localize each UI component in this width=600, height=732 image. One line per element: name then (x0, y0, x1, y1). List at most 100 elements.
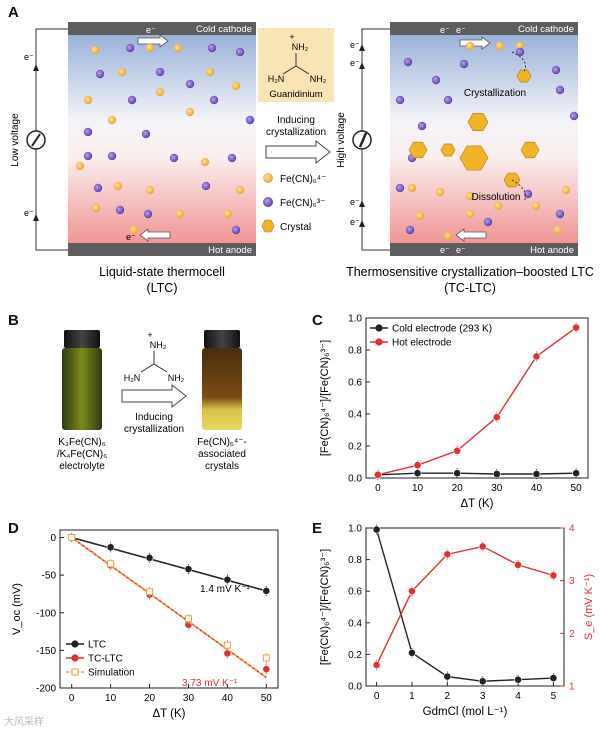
series-line (375, 545, 554, 666)
tc-arrow-hot (455, 228, 487, 242)
x-tick-label: 5 (551, 691, 557, 702)
ltc-fe4-ion (91, 203, 101, 213)
ltc-caption-1: Liquid-state thermocell (99, 265, 225, 279)
x-tick-label: 0 (69, 693, 75, 704)
tc-cold-label: Cold cathode (518, 24, 574, 35)
ltc-cold-electrode (68, 22, 256, 35)
data-point (532, 352, 541, 361)
y-tick-label: 0.6 (348, 587, 362, 598)
tc-crystal (467, 113, 489, 131)
x-tick-label: 20 (144, 693, 156, 704)
tc-arrow-up-2 (359, 62, 365, 69)
ltc-fe3-ion (115, 205, 125, 215)
data-point (145, 553, 154, 562)
data-point (453, 446, 462, 455)
fit-line (71, 536, 267, 592)
ltc-fe4-ion (113, 181, 123, 191)
fit-line (71, 536, 267, 679)
ltc-hot-electrode (68, 243, 256, 256)
data-point (373, 470, 382, 479)
data-point (453, 469, 462, 478)
tc-electron-8: e⁻ (456, 245, 466, 255)
tc-fe3-ion (395, 183, 405, 193)
ltc-particles (75, 43, 255, 235)
x-axis-label: ΔT (K) (460, 498, 493, 510)
data-point (572, 469, 581, 478)
data-point (223, 575, 232, 584)
tc-fe3-ion (523, 189, 533, 199)
tc-fe3-ion (395, 95, 405, 105)
x-tick-label: 40 (222, 693, 234, 704)
data-point (478, 542, 487, 551)
x-tick-label: 30 (183, 693, 195, 704)
tc-fe3-ion (555, 209, 565, 219)
legend-marker (71, 668, 79, 676)
plot-frame (365, 527, 565, 687)
y-tick-label: 0.8 (348, 346, 362, 357)
data-point (106, 543, 115, 552)
panel-b-letter: B (8, 312, 19, 329)
tc-caption-2: (TC-LTC) (444, 281, 496, 295)
ltc-fe4-ion (145, 185, 155, 195)
data-point (408, 648, 416, 657)
legend-marker (71, 640, 79, 648)
ltc-voltmeter-needle (31, 133, 41, 147)
a-inducing-line2: crystallization (266, 127, 326, 138)
data-point (68, 534, 76, 542)
tc-particles (395, 41, 579, 241)
data-point (372, 525, 381, 534)
data-point (372, 661, 381, 669)
data-point (413, 469, 422, 478)
guanidinium-bond-2 (282, 65, 297, 75)
ltc-electron-2: e⁻ (24, 208, 34, 218)
tc-electron-3: e⁻ (350, 197, 360, 207)
ltc-fe4-ion (75, 161, 85, 171)
ltc-fe3-ion (207, 43, 217, 53)
data-point (413, 461, 422, 470)
y-tick-label: 1.0 (348, 524, 362, 535)
guanidinium-label: Guanidinium (269, 89, 322, 100)
data-point (514, 560, 522, 569)
tc-electron-1: e⁻ (350, 40, 360, 50)
ltc-slope-annotation: 1.4 mV K⁻¹ (200, 584, 250, 595)
tc-arrow-up-1 (359, 44, 365, 51)
ltc-fe3-ion (235, 47, 245, 57)
b-left-line3: electrolyte (59, 461, 105, 472)
y-tick-label: -150 (36, 646, 56, 657)
y-right-axis-label: S_e (mV K⁻¹) (583, 574, 595, 640)
x-tick-label: 40 (531, 483, 543, 494)
data-point (572, 323, 581, 332)
guanidinium-h2n: H₂N (268, 74, 285, 84)
tc-fe4-ion (493, 201, 503, 211)
ltc-fe4-ion (107, 115, 117, 125)
tc-electron-7: e⁻ (440, 245, 450, 255)
tc-fe4-ion (407, 183, 417, 193)
panel-a-schematic: Cold cathode Hot anode Low voltage e⁻ e⁻… (10, 22, 594, 295)
y-tick-label: -50 (42, 571, 57, 582)
vial-left-cap (64, 330, 100, 348)
y-tick-label: 0.6 (348, 378, 362, 389)
vial-right-cap (204, 330, 240, 348)
x-tick-label: 30 (491, 483, 503, 494)
y-right-tick-label: 3 (569, 576, 575, 587)
b-h2n: H₂N (124, 373, 141, 383)
y-right-tick-label: 2 (569, 629, 575, 640)
panel-d-letter: D (8, 520, 19, 537)
guanidinium-bond-3 (295, 65, 310, 75)
panel-e-letter: E (312, 520, 323, 537)
x-tick-label: 50 (571, 483, 583, 494)
tc-fe3-ion (569, 111, 579, 121)
series-line (375, 529, 554, 682)
y-right-tick-label: 4 (569, 524, 575, 535)
data-point (514, 675, 522, 684)
ltc-fe4-ion (155, 87, 165, 97)
x-tick-label: 50 (261, 693, 273, 704)
tc-fe4-ion (465, 209, 475, 219)
legend-fe4-marker (263, 173, 273, 183)
x-axis-label: ΔT (K) (152, 708, 185, 720)
tc-crystal (408, 141, 428, 159)
y-tick-label: 0.4 (348, 618, 362, 629)
vial-right-body (202, 348, 242, 430)
data-point (532, 470, 541, 478)
data-point (549, 571, 558, 580)
